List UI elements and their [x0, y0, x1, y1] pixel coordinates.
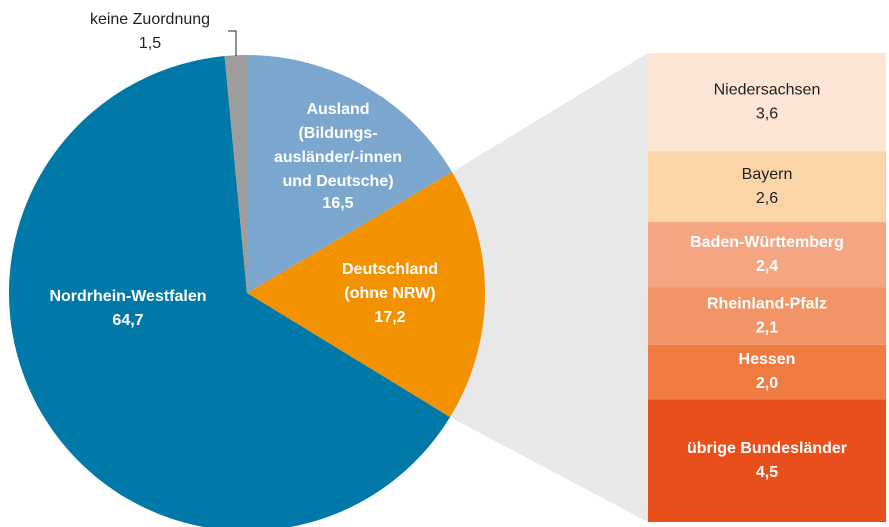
slice-value-label: 64,7 — [112, 312, 143, 329]
slice-label: Ausland — [306, 101, 369, 118]
bar-label: Rheinland-Pfalz — [707, 295, 827, 312]
bar-value-label: 2,4 — [756, 258, 778, 275]
leader-line — [228, 30, 237, 56]
bar-value-label: 2,0 — [756, 375, 778, 392]
slice-label: und Deutsche) — [282, 173, 393, 190]
bar-value-label: 3,6 — [756, 105, 778, 122]
pie-slice — [224, 55, 247, 293]
slice-label: Nordrhein-Westfalen — [49, 288, 206, 305]
bar-segment — [648, 222, 886, 288]
slice-value-label: 16,5 — [322, 195, 353, 212]
bar-value-label: 2,1 — [756, 319, 778, 336]
bar-segment — [648, 53, 886, 152]
slice-label: (ohne NRW) — [344, 285, 435, 302]
bar-segment — [648, 344, 886, 400]
bar-label: Niedersachsen — [714, 81, 821, 98]
bar-value-label: 4,5 — [756, 464, 778, 481]
connector — [450, 53, 648, 522]
bar-label: übrige Bundesländer — [687, 440, 847, 457]
bar-segment — [648, 151, 886, 223]
bar-segment — [648, 287, 886, 345]
pie-slice — [247, 55, 452, 293]
slice-value-label: 17,2 — [374, 309, 405, 326]
slice-label: Deutschland — [342, 261, 438, 278]
bar-segment — [648, 399, 886, 522]
bar-value-label: 2,6 — [756, 190, 778, 207]
pie-slice — [9, 56, 451, 527]
slice-value-label: 1,5 — [139, 35, 161, 52]
pie — [9, 55, 486, 527]
bar-label: Hessen — [739, 351, 796, 368]
bar-label: Baden-Württemberg — [690, 234, 844, 251]
pie-slice — [247, 172, 486, 418]
bar-label: Bayern — [742, 166, 793, 183]
slice-label: (Bildungs- — [298, 125, 377, 142]
breakdown-bar: Niedersachsen 3,6 Bayern 2,6 Baden-Württembe… — [648, 53, 886, 522]
slice-label: ausländer/-innen — [274, 149, 402, 166]
slice-label: keine Zuordnung — [90, 11, 210, 28]
